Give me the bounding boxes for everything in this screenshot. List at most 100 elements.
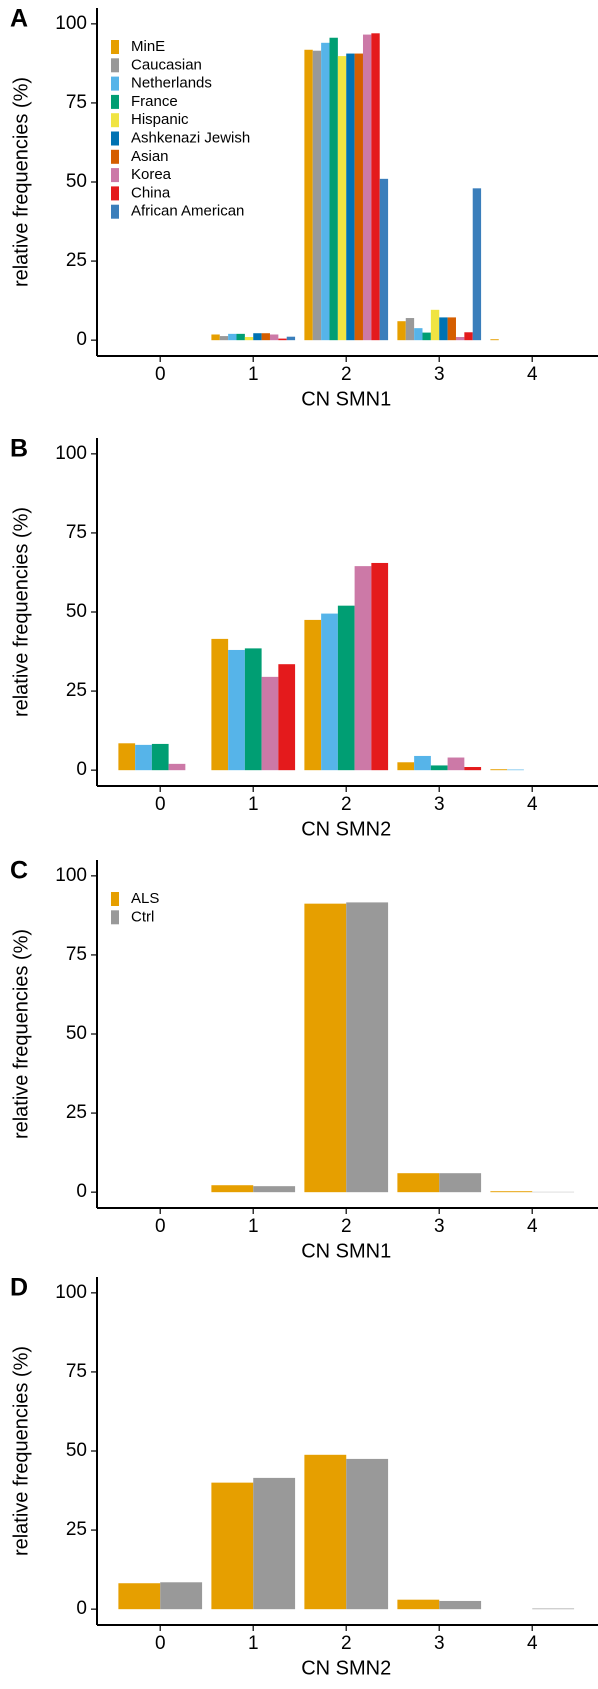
bar	[304, 619, 322, 771]
legend-key	[111, 168, 119, 183]
bar	[490, 1191, 533, 1193]
legend-label: China	[131, 184, 171, 201]
x-tick-label: 2	[341, 364, 352, 385]
bar	[455, 337, 465, 341]
bar	[379, 178, 389, 341]
y-axis-title: relative frequencies (%)	[10, 507, 32, 717]
x-tick-label: 2	[341, 794, 352, 815]
bar	[371, 562, 389, 771]
y-axis-title: relative frequencies (%)	[10, 1346, 32, 1556]
y-axis-title: relative frequencies (%)	[10, 77, 32, 287]
bar	[397, 321, 406, 341]
legend-key	[111, 149, 119, 164]
y-axis-title: relative frequencies (%)	[10, 929, 32, 1139]
bar	[439, 1600, 482, 1610]
bar	[422, 332, 431, 341]
legend-label: Caucasian	[131, 56, 202, 73]
bar	[490, 339, 499, 341]
bar	[362, 34, 372, 341]
legend-label: Ctrl	[131, 908, 154, 925]
bar	[244, 648, 262, 771]
bar	[278, 664, 296, 771]
bar	[321, 42, 330, 341]
bar	[532, 1608, 575, 1610]
x-axis-title: CN SMN1	[301, 1240, 391, 1262]
bar	[261, 676, 279, 771]
bar	[244, 337, 254, 341]
y-tick-label: 100	[55, 1282, 87, 1303]
x-tick-label: 4	[527, 364, 538, 385]
y-tick-label: 50	[66, 601, 87, 622]
bar	[211, 1482, 254, 1610]
legend-key	[111, 94, 119, 109]
x-tick-label: 0	[155, 1633, 166, 1654]
legend-key	[111, 204, 119, 219]
bar	[236, 333, 245, 341]
x-tick-label: 1	[248, 1216, 259, 1237]
y-tick-label: 0	[76, 1598, 87, 1619]
legend-key	[111, 910, 119, 925]
y-tick-label: 25	[66, 680, 87, 701]
panel: 0 1 2 3 4 0 25 50 75 100 CN SMN1 relative frequenci…	[10, 857, 598, 1262]
bar	[118, 743, 136, 771]
x-tick-label: 4	[527, 1633, 538, 1654]
bar	[168, 763, 186, 771]
y-tick-label: 75	[66, 1361, 87, 1382]
bar	[447, 317, 456, 341]
legend-label: ALS	[131, 890, 159, 907]
x-tick-label: 1	[248, 364, 259, 385]
bar	[464, 332, 473, 341]
legend-key	[111, 131, 119, 146]
bar	[329, 37, 338, 341]
bar	[447, 757, 465, 771]
bar	[472, 188, 482, 341]
bar	[507, 769, 524, 771]
bar	[304, 903, 347, 1193]
legend-label: Hispanic	[131, 111, 189, 128]
legend-key	[111, 76, 119, 91]
x-tick-label: 2	[341, 1216, 352, 1237]
x-axis-title: CN SMN1	[301, 388, 391, 410]
bar	[135, 744, 152, 771]
x-axis-title: CN SMN2	[301, 818, 391, 840]
x-tick-label: 0	[155, 1216, 166, 1237]
panel-label: B	[10, 435, 28, 463]
bar	[337, 605, 355, 771]
bar	[228, 649, 245, 771]
y-tick-label: 75	[66, 92, 87, 113]
y-tick-label: 100	[55, 13, 87, 34]
bar	[253, 333, 262, 341]
bar	[346, 1458, 389, 1610]
bar	[269, 334, 279, 341]
legend-label: Asian	[131, 148, 169, 165]
bar	[253, 1477, 296, 1610]
bar	[286, 336, 296, 341]
legend-key	[111, 58, 119, 73]
y-tick-label: 0	[76, 759, 87, 780]
panel: 0 1 2 3 4 0 25 50 75 100 CN SMN1 relative frequenci…	[10, 5, 598, 410]
y-tick-label: 100	[55, 865, 87, 886]
bar	[405, 318, 415, 341]
legend-label: Korea	[131, 166, 172, 183]
bar	[371, 33, 380, 341]
y-tick-label: 100	[55, 443, 87, 464]
bar	[312, 50, 322, 341]
x-tick-label: 3	[434, 1216, 445, 1237]
bar	[414, 755, 431, 771]
legend-key	[111, 186, 119, 201]
bar	[304, 49, 313, 341]
bar	[464, 767, 482, 771]
x-axis-title: CN SMN2	[301, 1657, 391, 1679]
bar	[346, 902, 389, 1193]
bar	[160, 1582, 203, 1610]
legend-label: Netherlands	[131, 75, 212, 92]
y-tick-label: 50	[66, 1023, 87, 1044]
y-tick-label: 25	[66, 1519, 87, 1540]
bar	[397, 762, 415, 771]
y-tick-label: 0	[76, 329, 87, 350]
bar	[439, 1173, 482, 1193]
x-tick-label: 3	[434, 364, 445, 385]
panel-label: D	[10, 1274, 28, 1302]
bar	[321, 613, 338, 771]
legend-key	[111, 892, 119, 906]
